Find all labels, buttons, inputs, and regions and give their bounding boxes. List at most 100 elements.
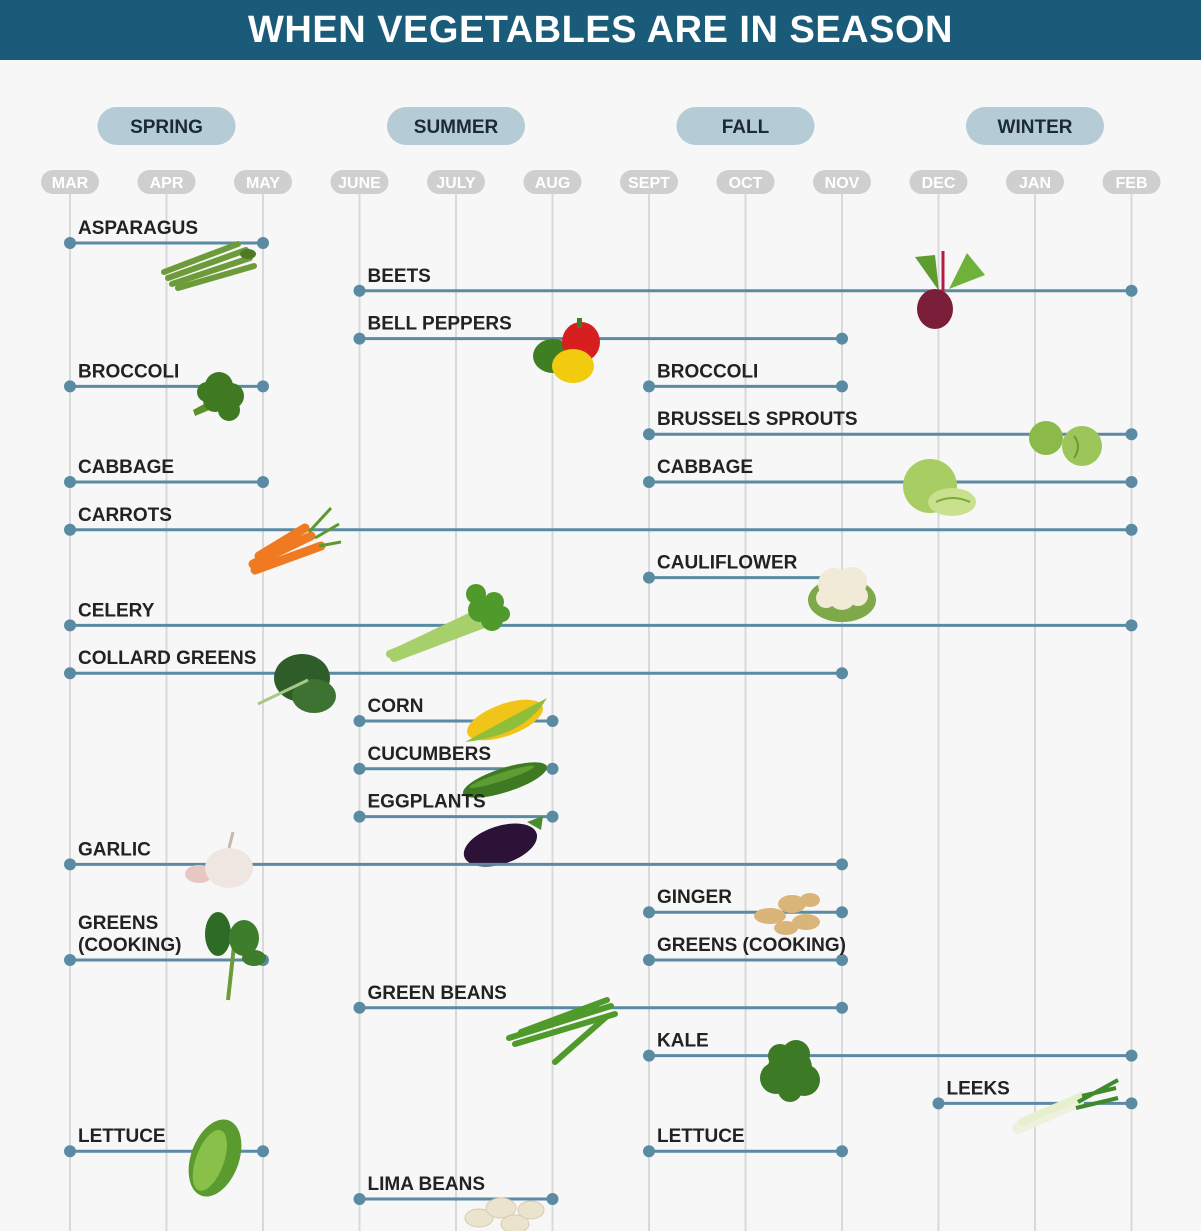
range-end-dot	[1125, 284, 1138, 297]
range-start-dot	[353, 284, 366, 297]
month-pill	[716, 170, 775, 194]
label-lima-beans: LIMA BEANS	[368, 1174, 486, 1195]
range-bell-peppers	[353, 332, 848, 345]
range-start-dot	[64, 523, 76, 536]
range-end-dot	[1125, 619, 1138, 632]
range-start-dot	[643, 571, 655, 584]
range-end-dot	[1125, 1049, 1138, 1062]
month-label: MAY	[246, 175, 280, 192]
month-label: AUG	[535, 175, 571, 192]
broccoli-icon	[193, 372, 244, 421]
range-end-dot	[836, 954, 848, 966]
season-label: SUMMER	[414, 117, 499, 138]
range-start-dot	[64, 954, 76, 966]
label-celery: CELERY	[78, 600, 155, 621]
label-leeks: LEEKS	[947, 1078, 1010, 1099]
month-header-dec: DEC	[909, 170, 968, 194]
range-end-dot	[546, 810, 559, 823]
range-end-dot	[257, 380, 269, 393]
month-header-may: MAY	[234, 170, 292, 194]
label-broccoli: BROCCOLI	[78, 361, 179, 382]
range-beets	[353, 284, 1138, 297]
season-header-spring: SPRING	[97, 107, 236, 145]
range-ginger	[643, 906, 848, 919]
season-header-fall: FALL	[676, 107, 815, 145]
label-cabbage: CABBAGE	[657, 457, 753, 478]
range-greens-cooking	[643, 954, 848, 966]
range-start-dot	[353, 332, 366, 345]
asparagus-icon	[161, 241, 257, 291]
lettuce-icon	[188, 1119, 242, 1197]
leeks-icon	[1012, 1078, 1119, 1134]
range-start-dot	[64, 858, 76, 871]
lima-beans-icon	[464, 1197, 545, 1231]
kale-icon	[760, 1040, 820, 1102]
range-start-dot	[643, 428, 655, 441]
season-header-summer: SUMMER	[387, 107, 525, 145]
range-asparagus	[64, 237, 269, 249]
month-label: JULY	[436, 175, 476, 192]
month-header-sept: SEPT	[620, 170, 678, 194]
month-label: MAR	[52, 175, 89, 192]
range-start-dot	[353, 1001, 366, 1014]
label-kale: KALE	[657, 1031, 709, 1052]
month-header-jan: JAN	[1006, 170, 1064, 194]
label-cabbage: CABBAGE	[78, 457, 174, 478]
label-eggplants: EGGPLANTS	[368, 792, 486, 813]
range-start-dot	[353, 715, 366, 727]
range-start-dot	[64, 237, 76, 249]
range-end-dot	[836, 1145, 848, 1158]
label-greens-cooking: GREENS (COOKING)	[78, 913, 181, 956]
range-end-dot	[546, 1193, 559, 1205]
season-pill	[676, 107, 815, 145]
label-lettuce: LETTUCE	[657, 1126, 745, 1147]
season-pill	[387, 107, 525, 145]
range-kale	[643, 1049, 1138, 1062]
range-start-dot	[64, 667, 76, 680]
label-corn: CORN	[368, 696, 424, 717]
label-ginger: GINGER	[657, 887, 732, 908]
range-carrots	[64, 523, 1138, 536]
month-header-nov: NOV	[813, 170, 871, 194]
month-pill	[330, 170, 389, 194]
range-start-dot	[64, 380, 76, 393]
range-end-dot	[836, 667, 848, 680]
season-pill	[97, 107, 236, 145]
range-end-dot	[836, 1001, 848, 1014]
month-pill	[427, 170, 485, 194]
range-start-dot	[64, 476, 76, 488]
label-cauliflower: CAULIFLOWER	[657, 553, 798, 574]
month-header-june: JUNE	[330, 170, 389, 194]
month-label: NOV	[825, 175, 860, 192]
range-start-dot	[643, 906, 655, 919]
eggplant-icon	[463, 816, 543, 867]
range-cabbage	[643, 476, 1138, 488]
month-pill	[813, 170, 871, 194]
celery-icon	[386, 584, 510, 662]
label-cucumbers: CUCUMBERS	[368, 744, 492, 765]
range-end-dot	[257, 1145, 269, 1158]
label-bell-peppers: BELL PEPPERS	[368, 314, 512, 335]
range-start-dot	[643, 476, 655, 488]
page-title: WHEN VEGETABLES ARE IN SEASON	[248, 8, 953, 51]
beet-icon	[915, 251, 985, 329]
range-lima-beans	[353, 1193, 559, 1205]
range-end-dot	[1125, 476, 1138, 488]
range-end-dot	[546, 762, 559, 775]
month-header-feb: FEB	[1102, 170, 1161, 194]
range-start-dot	[643, 954, 655, 966]
range-end-dot	[836, 906, 848, 919]
label-carrots: CARROTS	[78, 505, 172, 526]
range-garlic	[64, 858, 848, 871]
label-broccoli: BROCCOLI	[657, 361, 758, 382]
month-label: OCT	[729, 175, 763, 192]
season-label: WINTER	[998, 117, 1073, 138]
range-start-dot	[353, 810, 366, 823]
range-celery	[64, 619, 1138, 632]
label-line: GREENS	[78, 913, 158, 934]
label-lettuce: LETTUCE	[78, 1126, 166, 1147]
label-brussels-sprouts: BRUSSELS SPROUTS	[657, 409, 858, 430]
range-start-dot	[353, 1193, 366, 1205]
season-label: FALL	[722, 117, 770, 138]
range-start-dot	[353, 762, 366, 775]
